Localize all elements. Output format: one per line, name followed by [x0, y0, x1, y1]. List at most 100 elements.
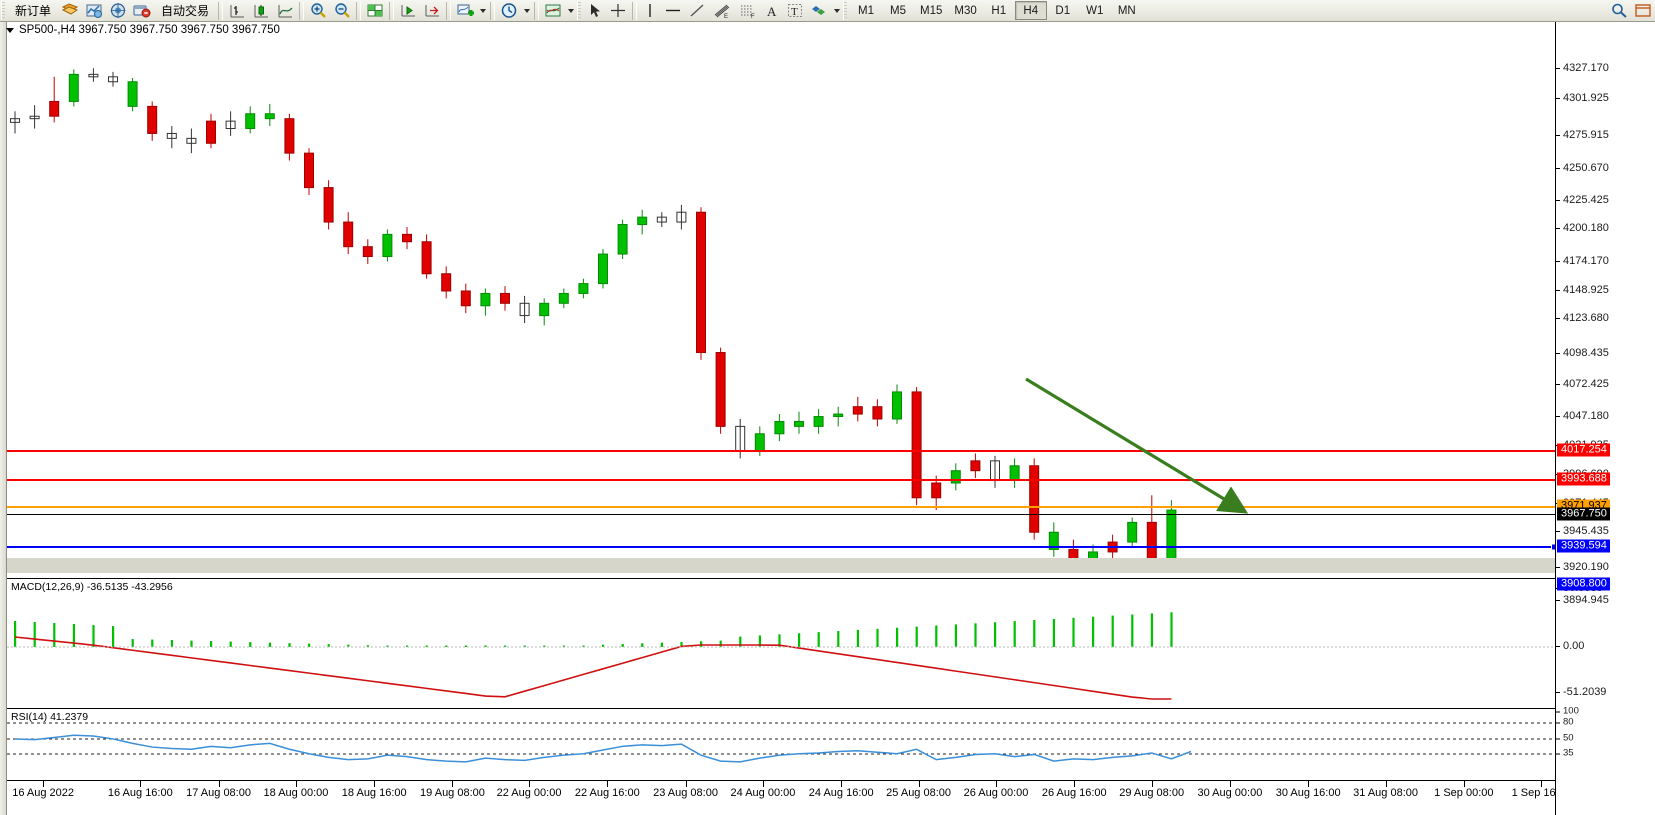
rsi-pane[interactable]: RSI(14) 41.2379 — [7, 708, 1555, 780]
candle — [911, 386, 922, 506]
timeframe-button-h1[interactable]: H1 — [983, 1, 1015, 20]
pane-separator[interactable] — [7, 708, 1555, 709]
candle — [872, 399, 883, 427]
vertical-line-icon[interactable] — [639, 1, 661, 21]
shapes-icon[interactable] — [807, 1, 831, 21]
macd-pane[interactable]: MACD(12,26,9) -36.5135 -43.2956 — [7, 578, 1555, 702]
price-tick: 4174.170 — [1556, 255, 1609, 267]
price-level-line-pivot[interactable] — [7, 506, 1555, 508]
macd-histogram-bar — [347, 644, 350, 647]
time-scale[interactable]: 16 Aug 2022 16 Aug 16:00 17 Aug 08:00 18 Au… — [7, 780, 1571, 815]
rsi-scale-tick: 50 — [1556, 733, 1574, 744]
auto-scroll-icon[interactable] — [420, 1, 444, 21]
price-level-badge-resistance[interactable]: 4017.254 — [1557, 443, 1610, 457]
text-label-icon[interactable]: A — [761, 1, 783, 21]
toolbar-separator — [218, 1, 224, 20]
timeframe-button-m5[interactable]: M5 — [882, 1, 914, 20]
market-watch-icon[interactable] — [82, 1, 106, 21]
search-icon[interactable] — [1607, 1, 1631, 21]
macd-histogram-bar — [935, 625, 938, 647]
timeframe-button-m30[interactable]: M30 — [948, 1, 982, 20]
price-level-badge-support[interactable]: 3939.594 — [1557, 539, 1610, 553]
cursor-arrow-icon[interactable] — [584, 1, 606, 21]
macd-histogram-bar — [504, 645, 507, 647]
candle — [480, 288, 491, 316]
timeframe-group: M1 M5 M15 M30 H1 H4 D1 W1 MN — [850, 1, 1143, 20]
trendline-icon[interactable] — [685, 1, 709, 21]
navigator-icon[interactable] — [106, 1, 130, 21]
chart-menu-caret-icon[interactable] — [6, 27, 14, 33]
price-level-line-resistance[interactable] — [7, 479, 1555, 481]
candle — [186, 128, 197, 154]
price-scale[interactable]: 4327.170 4301.925 4275.915 4250.670 4225.425… — [1555, 22, 1655, 815]
time-label: 22 Aug 00:00 — [496, 787, 562, 799]
periods-clock-icon[interactable] — [497, 1, 521, 21]
auto-trading-button[interactable]: 自动交易 — [154, 1, 216, 21]
bar-chart-icon[interactable] — [225, 1, 249, 21]
pane-separator[interactable] — [7, 578, 1555, 579]
terminal-icon[interactable] — [130, 1, 154, 21]
macd-histogram-bar — [210, 641, 213, 647]
price-pane[interactable] — [7, 22, 1555, 573]
time-label: 16 Aug 2022 — [12, 787, 75, 799]
timeframe-button-mn[interactable]: MN — [1111, 1, 1143, 20]
time-tick — [529, 781, 531, 787]
macd-histogram-bar — [288, 643, 291, 647]
price-level-badge-support[interactable]: 3908.800 — [1557, 577, 1610, 591]
fibonacci-retracement-icon[interactable]: F — [735, 1, 761, 21]
chart-container[interactable]: SP500-,H4 3967.750 3967.750 3967.750 396… — [0, 22, 1655, 815]
timeframe-button-d1[interactable]: D1 — [1047, 1, 1079, 20]
price-level-badge-resistance[interactable]: 3993.688 — [1557, 472, 1610, 486]
periods-dropdown-arrow[interactable] — [521, 1, 532, 21]
profiles-icon[interactable] — [58, 1, 82, 21]
new-order-button[interactable]: 新订单 — [8, 1, 58, 21]
equidistant-channel-icon[interactable]: E — [709, 1, 735, 21]
shapes-dropdown-arrow[interactable] — [831, 1, 842, 21]
candlestick-chart-icon[interactable] — [249, 1, 273, 21]
time-label: 26 Aug 16:00 — [1041, 787, 1107, 799]
add-indicator-icon[interactable] — [453, 1, 477, 21]
time-label: 18 Aug 00:00 — [263, 787, 329, 799]
candle — [715, 347, 726, 434]
price-level-line-last-price[interactable] — [7, 514, 1555, 515]
rsi-scale-tick: 80 — [1556, 717, 1574, 728]
timeframe-button-w1[interactable]: W1 — [1079, 1, 1111, 20]
line-chart-icon[interactable] — [273, 1, 297, 21]
indicator-dropdown-arrow[interactable] — [477, 1, 488, 21]
zoom-out-icon[interactable] — [330, 1, 354, 21]
fullscreen-icon[interactable] — [1631, 1, 1655, 21]
chart-left-rail[interactable] — [0, 22, 7, 815]
price-level-badge-last-price[interactable]: 3967.750 — [1557, 507, 1610, 521]
candle — [264, 103, 275, 127]
pane-separator[interactable] — [7, 780, 1555, 781]
zoom-in-icon[interactable] — [306, 1, 330, 21]
candle — [794, 411, 804, 434]
timeframe-button-m1[interactable]: M1 — [850, 1, 882, 20]
macd-histogram-bar — [1072, 617, 1075, 647]
horizontal-line-icon[interactable] — [661, 1, 685, 21]
grid-icon[interactable] — [363, 1, 387, 21]
macd-histogram-bar — [837, 631, 840, 647]
price-pane-bottom-band — [7, 558, 1555, 573]
price-level-line-support[interactable] — [7, 543, 1555, 551]
timeframe-button-h4[interactable]: H4 — [1014, 1, 1047, 20]
templates-icon[interactable] — [541, 1, 565, 21]
timeframe-label: M1 — [858, 4, 875, 17]
price-level-line-resistance[interactable] — [7, 450, 1555, 452]
crosshair-icon[interactable] — [606, 1, 630, 21]
chart-shift-icon[interactable] — [396, 1, 420, 21]
candle — [441, 266, 452, 299]
templates-dropdown-arrow[interactable] — [565, 1, 576, 21]
candle — [1048, 522, 1059, 557]
macd-histogram-bar — [817, 632, 820, 647]
timeframe-button-m15[interactable]: M15 — [914, 1, 948, 20]
price-level-handle[interactable] — [1551, 543, 1555, 551]
text-object-icon[interactable]: T — [783, 1, 807, 21]
toolbar-grip-3[interactable] — [843, 1, 848, 20]
toolbar-grip[interactable] — [1, 1, 5, 20]
toolbar-grip-2[interactable] — [577, 1, 582, 20]
rsi-series — [7, 722, 1555, 763]
candle — [500, 286, 510, 311]
macd-histogram-bar — [425, 645, 428, 647]
timeframe-label: D1 — [1055, 4, 1071, 17]
